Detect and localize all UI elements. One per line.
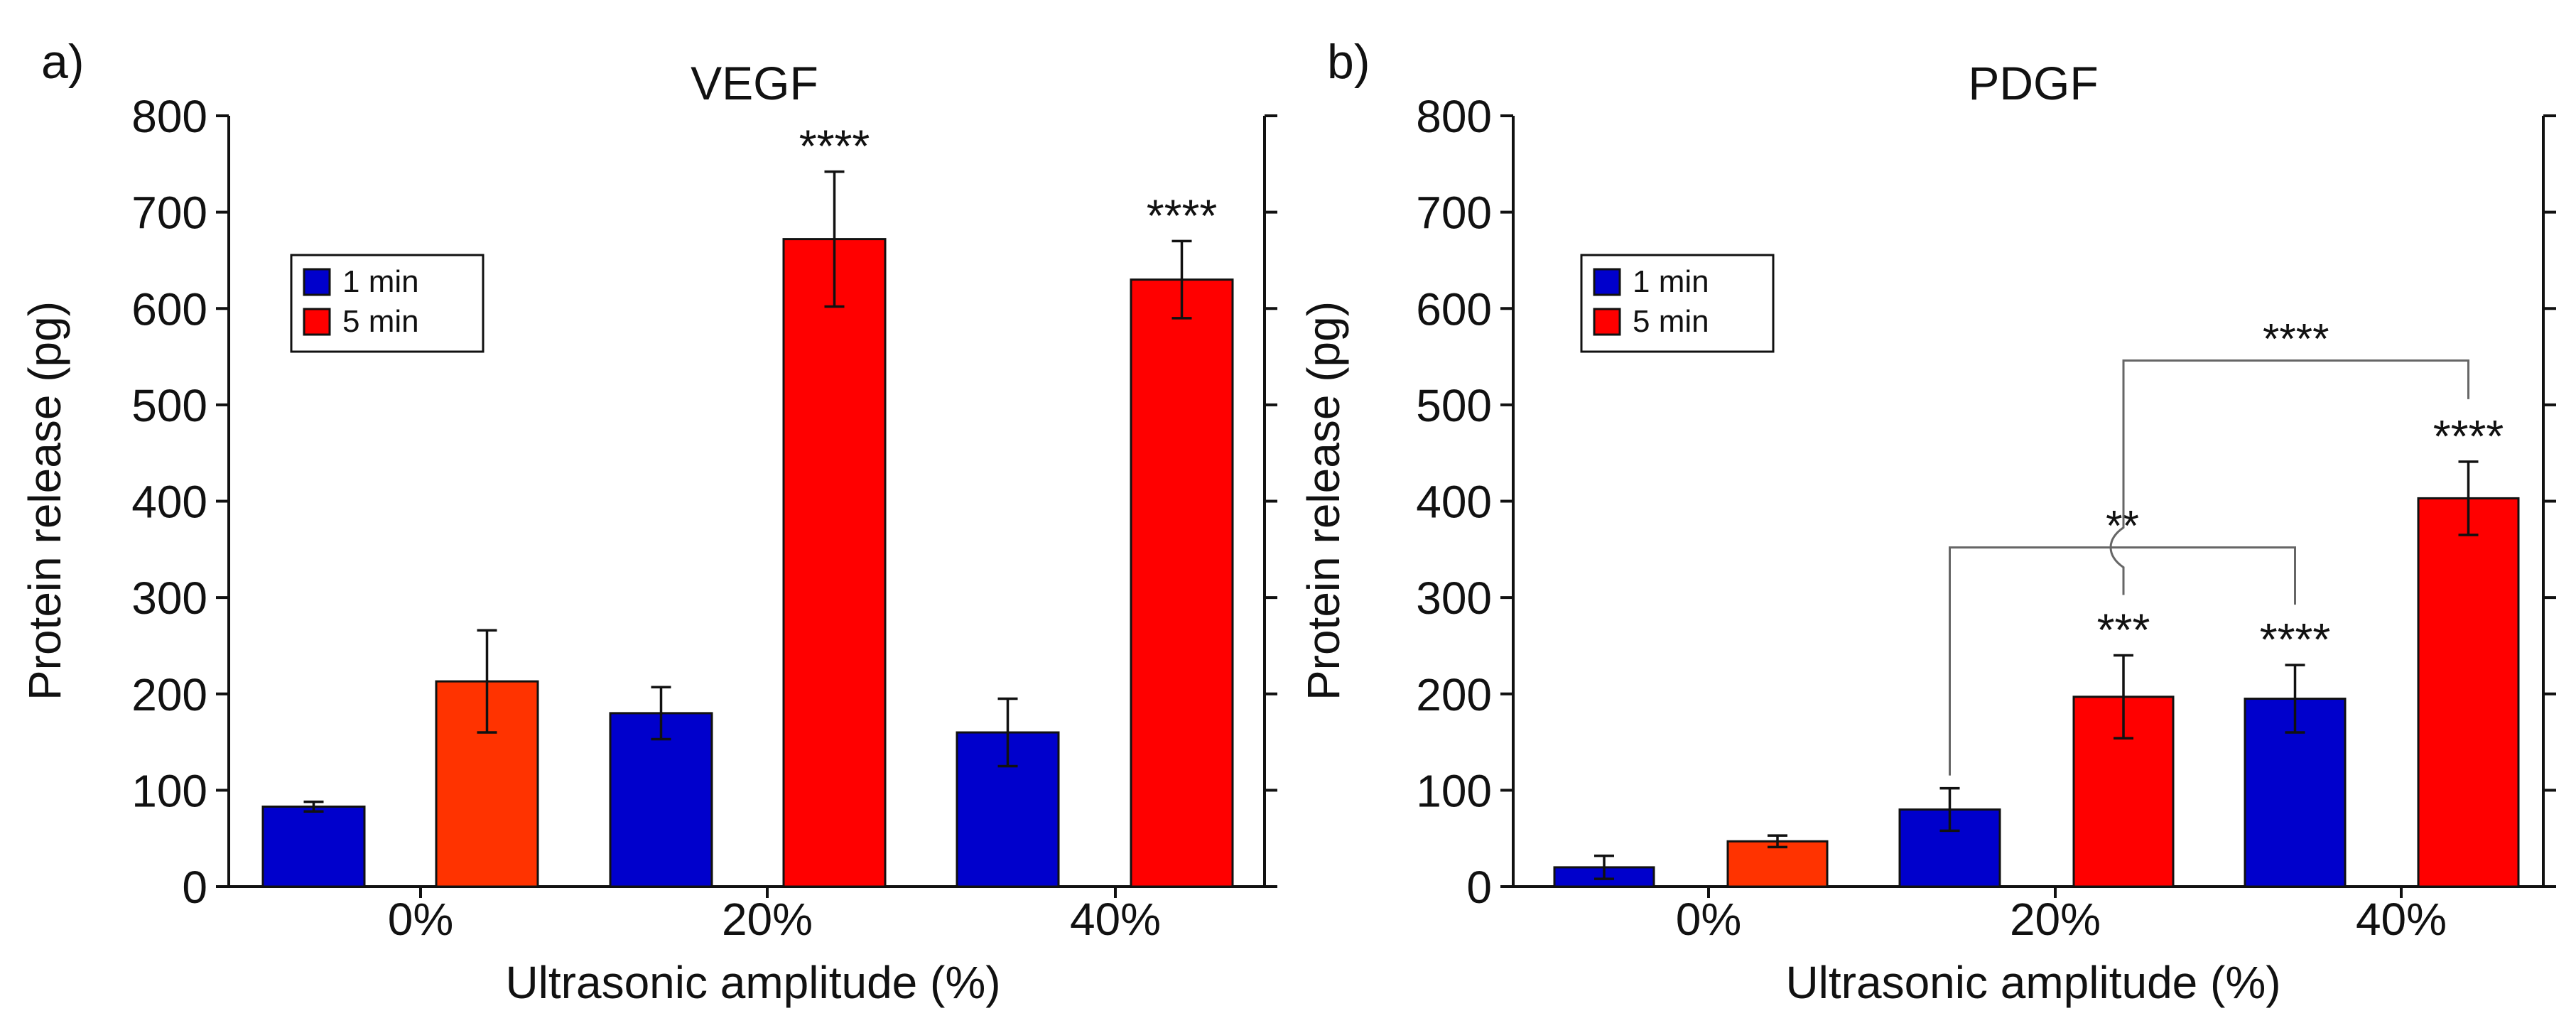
- y-tick-label: 300: [1416, 573, 1492, 624]
- y-tick-label: 600: [1416, 283, 1492, 335]
- legend-label: 1 min: [342, 264, 419, 299]
- legend-swatch-1min: [1593, 268, 1621, 296]
- y-tick-label: 400: [131, 477, 207, 528]
- x-tick-label: 20%: [722, 894, 813, 945]
- panel-a-vegf: a) VEGF 0 100 200 300 400 500 600 700 800 0% 20% 40% U…: [19, 35, 1277, 1008]
- chart-title: PDGF: [1968, 57, 2098, 109]
- significance-bracket: [2109, 359, 2469, 595]
- significance-label: ***: [2097, 605, 2150, 656]
- y-tick-label: 0: [1466, 862, 1492, 913]
- y-tick-label: 400: [1416, 477, 1492, 528]
- y-tick-label: 800: [131, 91, 207, 142]
- y-axis-label: Protein release (pg): [1298, 301, 1349, 700]
- significance-label: ****: [2433, 411, 2504, 462]
- bar-1min-0: [261, 805, 366, 888]
- y-tick-label: 100: [131, 765, 207, 816]
- x-tick-label: 40%: [2356, 894, 2447, 945]
- y-axis-label: Protein release (pg): [19, 301, 70, 700]
- bar-1min-1: [609, 712, 713, 888]
- legend-label: 5 min: [1633, 304, 1709, 339]
- chart-title: VEGF: [691, 57, 818, 109]
- bar-5min-0: [1726, 840, 1829, 888]
- y-tick-label: 500: [1416, 380, 1492, 431]
- legend-label: 5 min: [342, 304, 419, 339]
- bar-5min-1: [782, 238, 887, 888]
- y-tick-label: 600: [131, 283, 207, 335]
- y-tick-label: 700: [131, 188, 207, 239]
- significance-label: ****: [2260, 614, 2331, 665]
- y-tick-label: 200: [1416, 669, 1492, 720]
- y-tick-label: 700: [1416, 188, 1492, 239]
- y-tick-label: 500: [131, 380, 207, 431]
- y-tick-label: 0: [182, 862, 207, 913]
- bar-5min-2: [2417, 497, 2520, 888]
- bracket-label: ****: [2263, 315, 2329, 362]
- significance-bracket: [1949, 546, 2296, 776]
- legend-label: 1 min: [1633, 264, 1709, 299]
- panel-label: b): [1327, 35, 1370, 89]
- y-tick-label: 100: [1416, 765, 1492, 816]
- x-tick-label: 40%: [1070, 894, 1161, 945]
- x-tick-label: 20%: [2010, 894, 2101, 945]
- significance-label: ****: [1147, 190, 1218, 241]
- bar-5min-2: [1130, 278, 1234, 888]
- y-tick-label: 200: [131, 669, 207, 720]
- x-axis-label: Ultrasonic amplitude (%): [505, 957, 1000, 1008]
- legend-swatch-1min: [303, 268, 331, 296]
- panel-label: a): [41, 35, 84, 89]
- legend-swatch-5min: [303, 308, 331, 336]
- y-tick-label: 300: [131, 573, 207, 624]
- panel-b-pdgf: b) PDGF 0 100 200 300 400 500 600 700 800 0% 20% 40% U…: [1298, 35, 2556, 1008]
- x-tick-label: 0%: [1676, 894, 1742, 945]
- legend-swatch-5min: [1593, 308, 1621, 336]
- x-axis-label: Ultrasonic amplitude (%): [1785, 957, 2280, 1008]
- x-tick-label: 0%: [388, 894, 454, 945]
- significance-label: ****: [799, 121, 870, 172]
- y-tick-label: 800: [1416, 91, 1492, 142]
